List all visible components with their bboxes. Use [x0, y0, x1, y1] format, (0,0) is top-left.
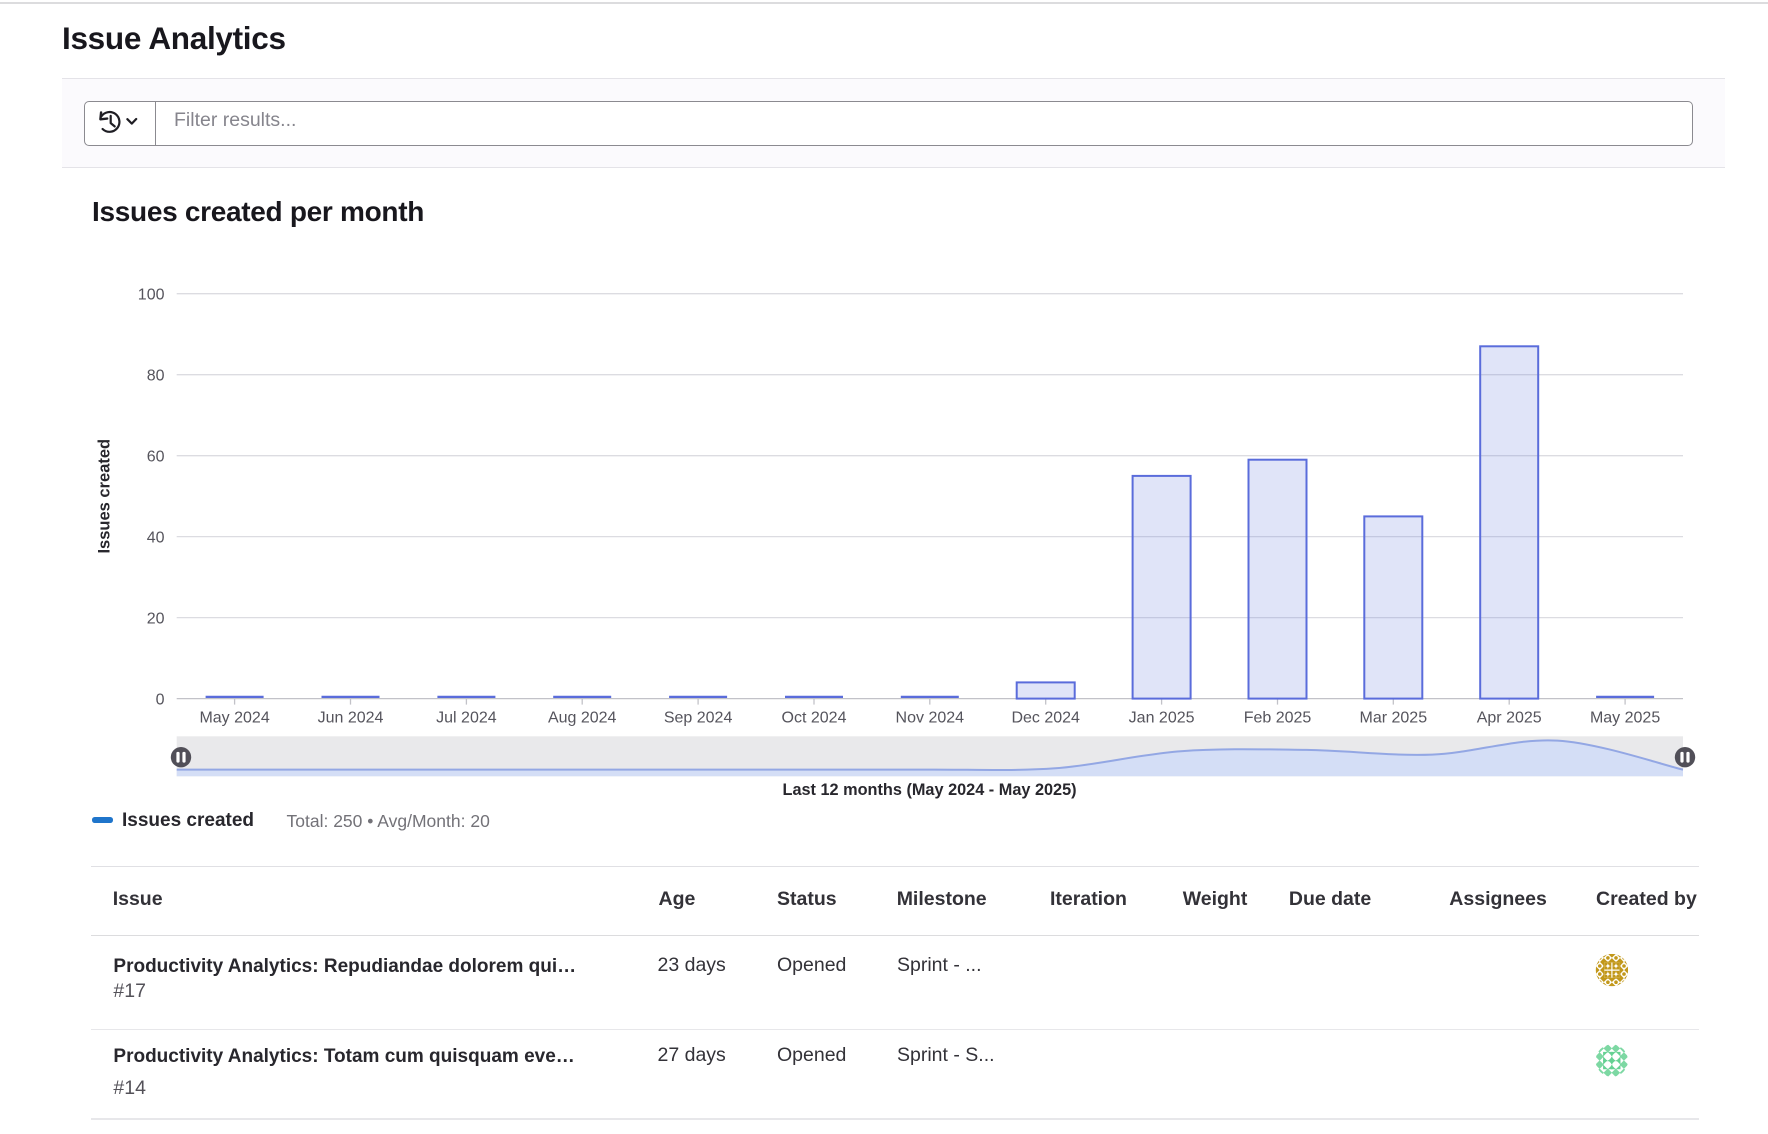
- svg-text:Jun 2024: Jun 2024: [318, 709, 384, 726]
- svg-text:Issues created: Issues created: [96, 439, 114, 554]
- svg-text:Dec 2024: Dec 2024: [1011, 709, 1080, 726]
- svg-text:Apr 2025: Apr 2025: [1477, 709, 1542, 726]
- svg-text:Jul 2024: Jul 2024: [436, 709, 497, 726]
- svg-text:May 2025: May 2025: [1590, 709, 1660, 726]
- svg-text:20: 20: [147, 610, 165, 627]
- svg-text:Nov 2024: Nov 2024: [896, 709, 965, 726]
- svg-text:Sep 2024: Sep 2024: [664, 709, 733, 726]
- svg-text:100: 100: [138, 287, 165, 304]
- svg-text:60: 60: [147, 449, 165, 466]
- svg-text:May 2024: May 2024: [199, 709, 269, 726]
- svg-text:Feb 2025: Feb 2025: [1244, 709, 1312, 726]
- svg-text:80: 80: [147, 368, 165, 385]
- svg-text:0: 0: [156, 691, 165, 708]
- svg-text:Mar 2025: Mar 2025: [1360, 709, 1428, 726]
- svg-text:40: 40: [147, 529, 165, 546]
- svg-text:Oct 2024: Oct 2024: [782, 709, 847, 726]
- svg-text:Jan 2025: Jan 2025: [1129, 709, 1195, 726]
- svg-text:Aug 2024: Aug 2024: [548, 709, 617, 726]
